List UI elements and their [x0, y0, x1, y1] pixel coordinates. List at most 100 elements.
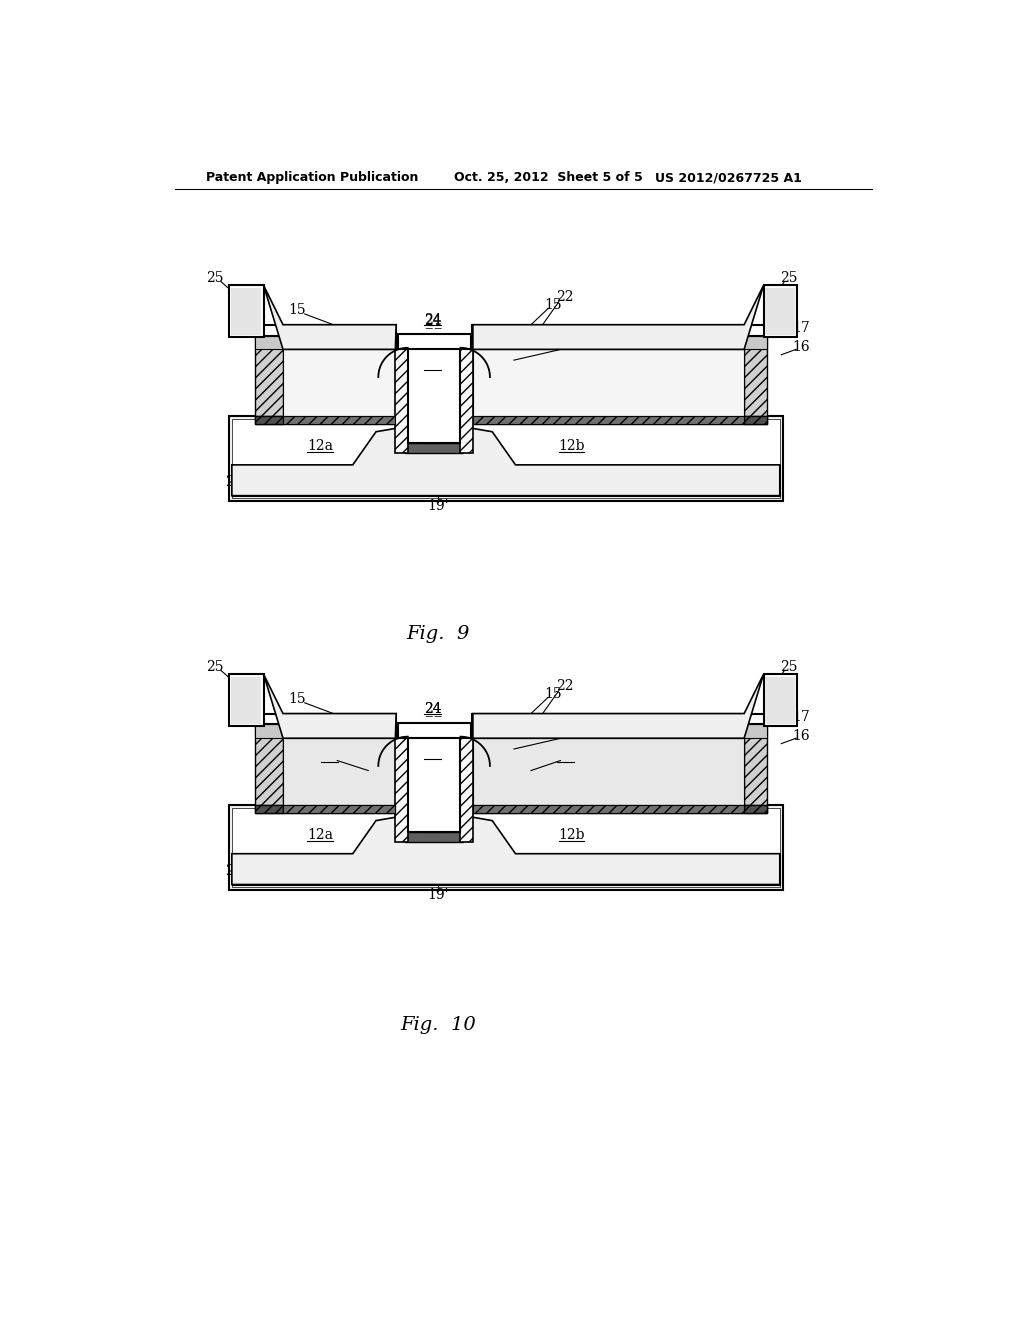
Bar: [473, 805, 744, 813]
Text: 15: 15: [544, 686, 561, 701]
Bar: [255, 714, 396, 725]
Text: 25: 25: [206, 271, 223, 285]
Bar: [473, 738, 744, 805]
Text: 19': 19': [427, 888, 449, 903]
Bar: [397, 334, 471, 350]
Text: 23: 23: [424, 358, 441, 372]
Bar: [283, 805, 395, 813]
Text: 12a: 12a: [307, 828, 333, 842]
Text: 11: 11: [424, 454, 441, 469]
Text: US 2012/0267725 A1: US 2012/0267725 A1: [655, 172, 802, 185]
Text: 26: 26: [225, 475, 243, 488]
Bar: [744, 416, 767, 424]
Text: 23: 23: [424, 747, 441, 760]
Bar: [472, 335, 767, 350]
Bar: [395, 348, 408, 453]
Bar: [744, 335, 767, 416]
Bar: [255, 805, 283, 813]
Bar: [764, 675, 797, 726]
Text: 26: 26: [763, 475, 780, 488]
Text: 25: 25: [780, 660, 798, 673]
Bar: [473, 416, 744, 424]
Bar: [255, 416, 767, 424]
Bar: [397, 723, 471, 738]
Bar: [461, 737, 473, 842]
Bar: [395, 737, 408, 842]
Bar: [228, 805, 783, 890]
Bar: [255, 335, 396, 350]
Text: 24: 24: [424, 702, 441, 715]
Text: Fig.  10: Fig. 10: [400, 1015, 476, 1034]
Bar: [255, 725, 283, 805]
Bar: [461, 348, 473, 453]
Text: 16: 16: [792, 341, 810, 354]
Bar: [406, 444, 463, 453]
Bar: [228, 285, 263, 337]
Bar: [283, 738, 395, 805]
Bar: [765, 677, 795, 723]
Bar: [255, 416, 283, 424]
Text: 15: 15: [288, 692, 306, 706]
Bar: [406, 832, 463, 842]
Bar: [255, 325, 396, 335]
Bar: [472, 325, 767, 335]
Bar: [472, 725, 767, 738]
Text: 13: 13: [559, 726, 577, 741]
Bar: [744, 725, 767, 805]
Text: 27: 27: [321, 750, 338, 764]
Bar: [744, 805, 767, 813]
Text: 19': 19': [427, 499, 449, 513]
Text: 24: 24: [424, 313, 441, 327]
Text: 22: 22: [556, 678, 573, 693]
Text: 25: 25: [780, 271, 798, 285]
Bar: [472, 714, 767, 725]
Bar: [283, 805, 395, 813]
Bar: [255, 725, 396, 738]
Bar: [473, 350, 744, 416]
Bar: [255, 335, 283, 416]
Bar: [408, 348, 461, 444]
Text: Patent Application Publication: Patent Application Publication: [206, 172, 418, 185]
Bar: [283, 350, 395, 416]
Polygon shape: [473, 285, 764, 350]
Text: 17: 17: [792, 710, 810, 723]
Bar: [255, 805, 767, 813]
Bar: [764, 285, 797, 337]
Text: 22: 22: [556, 290, 573, 304]
Bar: [283, 738, 395, 805]
Text: 25: 25: [206, 660, 223, 673]
Bar: [231, 420, 779, 498]
Text: Fig.  9: Fig. 9: [407, 626, 470, 643]
Bar: [765, 288, 795, 335]
Polygon shape: [263, 285, 396, 350]
Text: Oct. 25, 2012  Sheet 5 of 5: Oct. 25, 2012 Sheet 5 of 5: [454, 172, 642, 185]
Bar: [231, 288, 261, 335]
Text: 26: 26: [225, 863, 243, 878]
Bar: [228, 416, 783, 502]
Polygon shape: [231, 810, 779, 884]
Text: 27: 27: [557, 750, 574, 764]
Text: 12a: 12a: [307, 440, 333, 453]
Text: 2̲4̲: 2̲4̲: [424, 701, 441, 717]
Text: 15: 15: [288, 304, 306, 317]
Polygon shape: [231, 422, 779, 496]
Polygon shape: [263, 675, 396, 738]
Bar: [473, 805, 744, 813]
Bar: [231, 677, 261, 723]
Bar: [231, 465, 779, 496]
Text: 12b: 12b: [558, 828, 585, 842]
Bar: [231, 854, 779, 884]
Text: 13: 13: [559, 338, 577, 351]
Text: 16: 16: [792, 729, 810, 743]
Bar: [228, 675, 263, 726]
Bar: [406, 424, 463, 444]
Text: 21: 21: [424, 430, 441, 445]
Bar: [283, 416, 395, 424]
Text: 12b: 12b: [558, 440, 585, 453]
Text: 17: 17: [792, 321, 810, 335]
Text: 15: 15: [544, 298, 561, 312]
Bar: [231, 808, 779, 887]
Bar: [408, 737, 461, 832]
Text: 2̲4̲: 2̲4̲: [424, 313, 441, 327]
Polygon shape: [473, 675, 764, 738]
